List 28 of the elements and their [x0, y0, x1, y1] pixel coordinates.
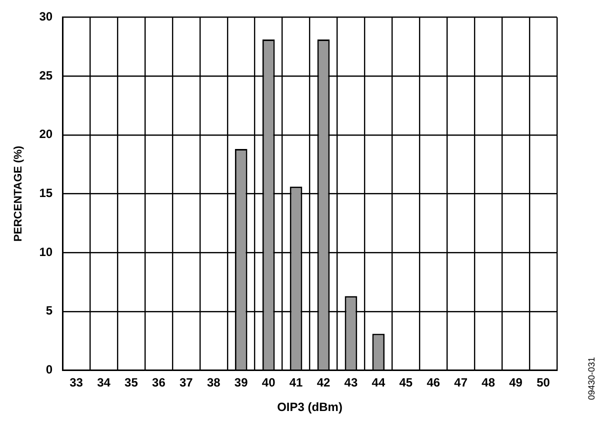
y-tick-label: 20 [39, 127, 53, 142]
y-tick-label: 0 [46, 362, 53, 377]
x-tick-label: 34 [97, 376, 111, 390]
x-axis-title: OIP3 (dBm) [277, 400, 342, 414]
x-tick-label: 44 [372, 376, 386, 390]
y-tick-label: 10 [39, 244, 53, 259]
x-tick-label: 49 [509, 376, 523, 390]
x-tick-label: 38 [206, 376, 221, 390]
x-tick-label: 41 [289, 376, 304, 390]
y-tick-label: 25 [39, 68, 53, 82]
y-tick-label: 30 [39, 10, 53, 24]
x-tick-label: 48 [482, 376, 496, 390]
x-tick-label: 42 [316, 376, 331, 390]
x-tick-label: 47 [454, 376, 468, 390]
x-tick-label: 39 [234, 376, 248, 390]
y-tick-label: 5 [46, 304, 53, 318]
x-tick-label: 46 [426, 376, 440, 390]
y-tick-label: 15 [39, 186, 53, 200]
x-tick-label: 50 [536, 376, 550, 390]
text: 09430-031 [586, 356, 596, 400]
x-tick-label: 43 [344, 376, 358, 390]
x-tick-label: 40 [262, 376, 276, 390]
x-tick-label: 36 [152, 376, 166, 390]
x-tick-label: 37 [179, 376, 194, 390]
x-tick-label: 45 [399, 376, 413, 390]
x-tick-label: 35 [124, 376, 138, 390]
x-tick-label: 33 [70, 376, 84, 390]
y-axis-title: PERCENTAGE (%) [12, 145, 25, 242]
